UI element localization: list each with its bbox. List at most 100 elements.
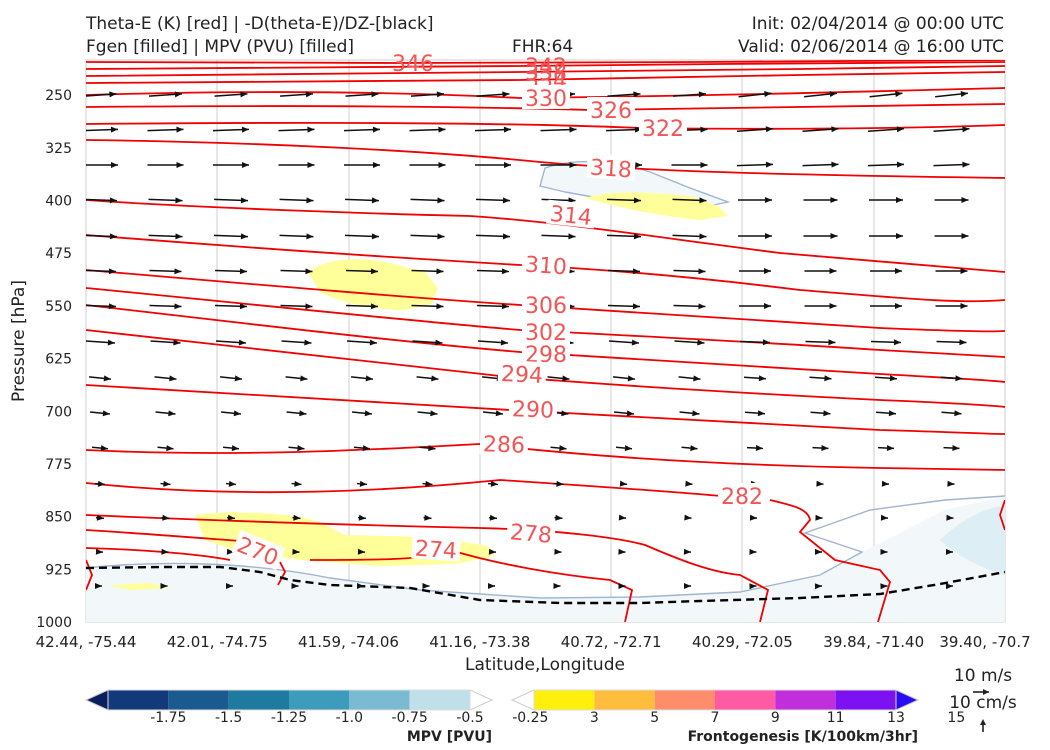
wind-vector-head	[162, 514, 170, 521]
contour-label-halo	[497, 359, 547, 387]
contour-label-halo	[508, 395, 558, 421]
wind-vector-head	[559, 445, 567, 452]
wind-vector-head	[500, 339, 508, 346]
wind-vector-head	[233, 410, 241, 417]
wind-vector-head	[240, 91, 248, 98]
wind-vector-head	[893, 339, 901, 346]
wind-vector-head	[103, 375, 111, 382]
wind-vector-head	[240, 197, 248, 204]
wind-vector-head	[364, 410, 372, 417]
title-line-1: Theta-E (K) [red] | -D(theta-E)/DZ-[blac…	[86, 14, 434, 34]
wind-vector-head	[373, 162, 380, 168]
mpv-fill-surface	[86, 496, 1005, 622]
wind-vector-head	[815, 514, 823, 521]
wind-vector-head	[489, 514, 497, 521]
y-tick-label: 775	[45, 457, 72, 473]
wind-vector-head	[569, 162, 577, 168]
wind-vector-head	[830, 233, 838, 239]
wind-vector-head	[359, 480, 367, 487]
contour-label-halo	[718, 483, 766, 507]
colorbar-segment	[289, 690, 350, 710]
wind-vector-head	[100, 445, 108, 452]
contour-label: 322	[642, 117, 684, 142]
wind-vector-head	[690, 445, 698, 452]
wind-vector-head	[888, 410, 896, 417]
vector-legend-vertical: 10 cm/s	[949, 693, 1017, 713]
wind-vector-head	[684, 583, 691, 589]
wind-vector-head	[880, 548, 888, 555]
contour-label-group: 310	[521, 250, 571, 280]
wind-vector-head	[960, 268, 968, 274]
mpv-tick-label: -1.0	[336, 710, 363, 726]
fgen-colorbar: 3 5 7 9 11 13 15	[510, 689, 965, 726]
mpv-colorbar: -1.75 -1.5 -1.25 -1.0 -0.75 -0.5 -0.25	[84, 689, 548, 726]
colorbar-segment	[108, 690, 169, 710]
wind-vector-head	[357, 548, 365, 555]
contour-label: 282	[721, 485, 763, 510]
wind-vector-head	[895, 303, 902, 309]
wind-vector-head	[896, 161, 904, 168]
wind-vector-head	[880, 514, 888, 521]
wind-vector-head	[300, 375, 308, 382]
wind-vector-head	[829, 91, 837, 97]
contour-label: 342	[525, 55, 567, 80]
wind-vector-head	[556, 480, 564, 487]
wind-vector-head	[96, 514, 104, 521]
contour-label: 326	[590, 99, 632, 124]
wind-vector-head	[168, 410, 176, 417]
wind-vector-head	[889, 375, 897, 382]
wind-vectors	[86, 91, 970, 590]
fgen-tick-label: 15	[947, 710, 965, 726]
wind-vector-head	[504, 162, 511, 168]
wind-vector-head	[107, 339, 115, 346]
contour-label: 294	[500, 362, 543, 389]
wind-vector-head	[428, 445, 436, 452]
wind-vector-head	[169, 375, 177, 382]
contour-label-halo	[522, 341, 570, 365]
wind-vector-head	[764, 268, 771, 274]
wind-vector-head	[307, 126, 315, 133]
contour-label-halo	[522, 292, 570, 316]
wind-vector-head	[95, 583, 102, 589]
wind-vector-head	[436, 91, 444, 98]
wind-vector-head	[896, 126, 904, 133]
wind-vector-head	[896, 233, 903, 239]
wind-vector-head	[362, 445, 370, 452]
wind-vector-head	[292, 548, 300, 555]
colorbar-extend-right	[895, 689, 920, 711]
wind-vector-head	[436, 303, 444, 310]
wind-vector-head	[698, 303, 706, 310]
wind-vector-head	[633, 91, 641, 98]
wind-vector-head	[955, 375, 963, 382]
wind-vector-head	[698, 268, 706, 275]
wind-vector-head	[502, 197, 510, 204]
wind-vector-head	[895, 268, 902, 274]
wind-vector-head	[228, 480, 236, 487]
wind-vector-head	[698, 91, 706, 98]
wind-vector-head	[424, 514, 432, 521]
y-tick-label: 250	[45, 88, 72, 104]
contour-label-group: 294	[497, 359, 547, 389]
contour-label: 330	[525, 87, 567, 112]
colorbar-extend-left	[84, 689, 109, 711]
wind-vector-head	[962, 126, 970, 133]
wind-vector-head	[239, 303, 247, 310]
wind-vector-head	[305, 303, 313, 310]
wind-vector-head	[294, 480, 302, 487]
wind-vector-head	[624, 445, 632, 452]
wind-vector-head	[881, 480, 889, 487]
wind-vector-head	[553, 583, 561, 589]
wind-vector-head	[422, 583, 430, 589]
contour-label-group: 326	[587, 97, 635, 124]
wind-vector-head	[305, 268, 313, 275]
wind-vector-head	[501, 303, 509, 310]
x-axis-label: Latitude,Longitude	[465, 655, 625, 675]
mpv-tick-label: -0.25	[512, 710, 548, 726]
wind-vector-head	[425, 480, 433, 487]
contour-label-group: 338	[525, 61, 567, 86]
wind-vector-head	[437, 233, 445, 240]
wind-vector-head	[161, 548, 169, 555]
wind-vector-head	[945, 583, 953, 590]
wind-vector-head	[749, 583, 757, 590]
